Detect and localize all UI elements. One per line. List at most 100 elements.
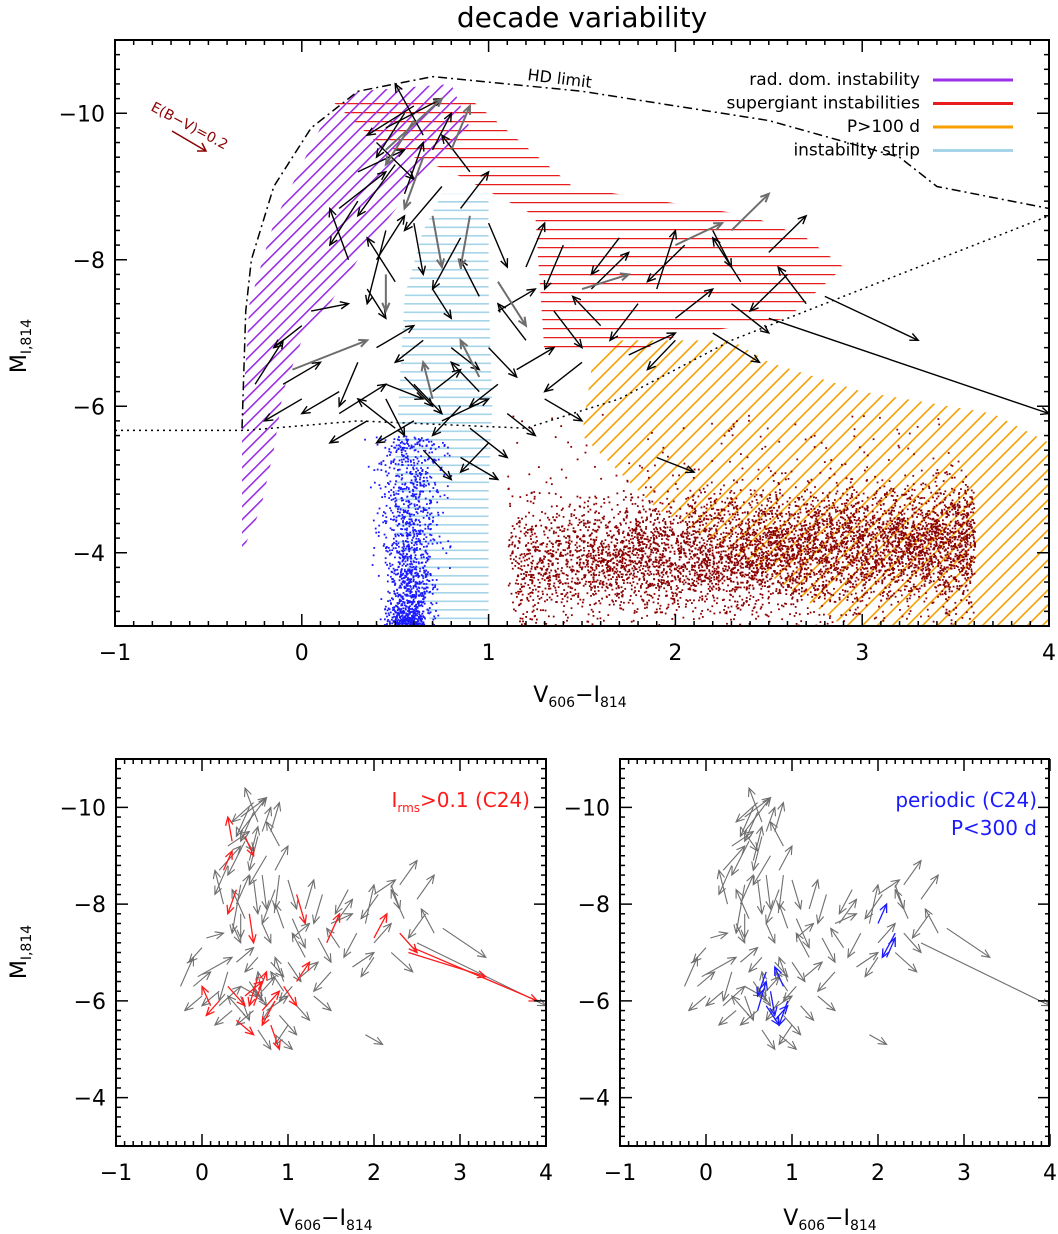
red-star-point	[890, 527, 893, 530]
red-star-point	[595, 536, 598, 539]
red-star-point	[598, 519, 601, 522]
red-star-point	[731, 544, 734, 547]
red-star-point	[666, 565, 669, 568]
red-star-point	[716, 630, 718, 632]
red-star-point	[650, 513, 652, 516]
red-star-point	[815, 532, 817, 535]
red-star-point	[525, 494, 528, 497]
red-star-point	[584, 565, 587, 568]
red-star-point	[790, 603, 793, 606]
red-star-point	[593, 558, 596, 561]
red-star-point	[934, 561, 936, 563]
red-star-point	[780, 604, 783, 607]
red-star-point	[917, 537, 920, 540]
red-star-point	[525, 531, 528, 533]
red-star-point	[830, 578, 833, 581]
red-star-point	[705, 565, 708, 568]
red-star-point	[726, 556, 729, 559]
red-star-point	[709, 514, 712, 516]
red-star-point	[828, 477, 831, 479]
red-star-point	[842, 577, 845, 580]
red-star-point	[537, 561, 540, 564]
red-star-point	[550, 542, 553, 545]
red-star-point	[538, 598, 541, 600]
red-star-point	[590, 538, 592, 541]
red-star-point	[807, 612, 809, 615]
red-star-point	[946, 551, 949, 554]
red-star-point	[808, 554, 811, 557]
red-star-point	[954, 510, 957, 513]
red-star-point	[890, 595, 892, 598]
red-star-point	[702, 580, 705, 583]
red-star-point	[867, 550, 869, 553]
red-star-point	[885, 528, 887, 530]
red-star-point	[764, 515, 767, 517]
red-star-point	[582, 540, 585, 543]
red-star-point	[909, 610, 912, 612]
red-star-point	[632, 619, 635, 622]
red-star-point	[582, 535, 584, 538]
red-star-point	[809, 522, 811, 525]
red-star-point	[572, 527, 575, 530]
red-star-point	[672, 592, 675, 595]
red-star-point	[803, 547, 806, 550]
red-star-point	[670, 544, 673, 547]
red-star-point	[706, 567, 708, 570]
red-star-point	[657, 573, 660, 575]
red-star-point	[935, 485, 938, 487]
red-star-point	[695, 585, 697, 587]
red-star-point	[888, 586, 891, 589]
red-star-point	[860, 562, 863, 564]
red-star-point	[675, 595, 678, 597]
red-star-point	[783, 520, 786, 523]
red-star-point	[737, 533, 740, 536]
red-star-point	[925, 515, 927, 518]
red-star-point	[890, 603, 893, 606]
red-star-point	[921, 565, 924, 568]
red-star-point	[762, 536, 765, 538]
red-star-point	[723, 579, 726, 582]
red-star-point	[677, 522, 679, 524]
red-star-point	[517, 567, 520, 569]
red-star-point	[900, 574, 903, 577]
red-star-point	[548, 518, 551, 521]
red-star-point	[631, 503, 634, 505]
red-star-point	[634, 548, 637, 550]
red-star-point	[830, 518, 833, 521]
red-star-point	[816, 521, 819, 524]
red-star-point	[957, 544, 960, 547]
red-star-point	[565, 573, 568, 576]
red-star-point	[714, 570, 716, 572]
red-star-point	[710, 580, 713, 582]
red-star-point	[626, 545, 628, 548]
red-star-point	[955, 554, 958, 557]
red-star-point	[532, 609, 535, 612]
red-star-point	[536, 608, 539, 611]
red-star-point	[901, 562, 904, 564]
red-star-point	[759, 494, 762, 497]
red-star-point	[850, 494, 853, 497]
red-star-point	[792, 577, 795, 580]
red-star-point	[618, 531, 620, 534]
red-star-point	[666, 526, 669, 529]
red-star-point	[800, 566, 803, 569]
red-star-point	[714, 512, 716, 515]
red-star-point	[700, 569, 703, 572]
p100-region-line	[582, 340, 679, 626]
red-star-point	[858, 517, 860, 519]
red-star-point	[618, 532, 620, 535]
red-star-point	[617, 551, 620, 554]
red-star-point	[808, 481, 810, 484]
red-star-point	[618, 576, 621, 578]
red-star-point	[693, 543, 696, 546]
red-star-point	[797, 543, 800, 546]
red-star-point	[622, 498, 625, 501]
red-star-point	[606, 534, 609, 537]
red-star-point	[607, 574, 610, 577]
red-star-point	[893, 509, 895, 512]
red-star-point	[782, 605, 785, 608]
red-star-point	[954, 544, 956, 547]
red-star-point	[717, 512, 720, 515]
red-star-point	[534, 532, 536, 535]
red-star-point	[819, 573, 822, 576]
